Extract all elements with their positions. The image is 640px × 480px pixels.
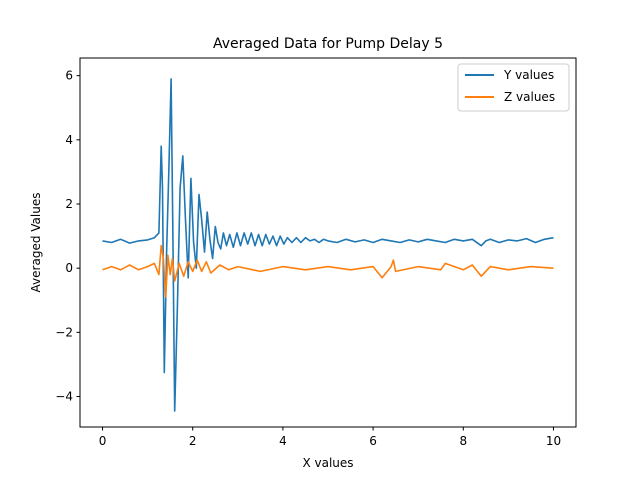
y-tick-label: −2	[55, 325, 73, 339]
axis-ticks: 0 2 4 6 8 10 −4 −2 0 2 4 6	[55, 69, 561, 448]
y-tick-label: −4	[55, 390, 73, 404]
chart-title: Averaged Data for Pump Delay 5	[213, 36, 443, 52]
y-tick-label: 4	[65, 133, 73, 147]
x-tick-label: 2	[189, 434, 197, 448]
plot-frame	[79, 57, 577, 428]
y-axis-label: Averaged Values	[29, 193, 43, 293]
x-axis-label: X values	[302, 456, 353, 470]
legend: Y values Z values	[457, 63, 570, 112]
x-tick-label: 8	[459, 434, 467, 448]
x-tick-label: 6	[369, 434, 377, 448]
y-tick-label: 6	[65, 69, 73, 83]
x-tick-label: 10	[546, 434, 561, 448]
y-tick-label: 2	[65, 197, 73, 211]
legend-label-y-values: Y values	[503, 68, 554, 82]
series-line-z-values	[102, 244, 554, 298]
x-tick-label: 4	[279, 434, 287, 448]
plot-area	[102, 78, 554, 412]
y-tick-label: 0	[65, 261, 73, 275]
legend-label-z-values: Z values	[504, 90, 555, 104]
series-line-y-values	[102, 78, 554, 412]
x-tick-label: 0	[99, 434, 107, 448]
